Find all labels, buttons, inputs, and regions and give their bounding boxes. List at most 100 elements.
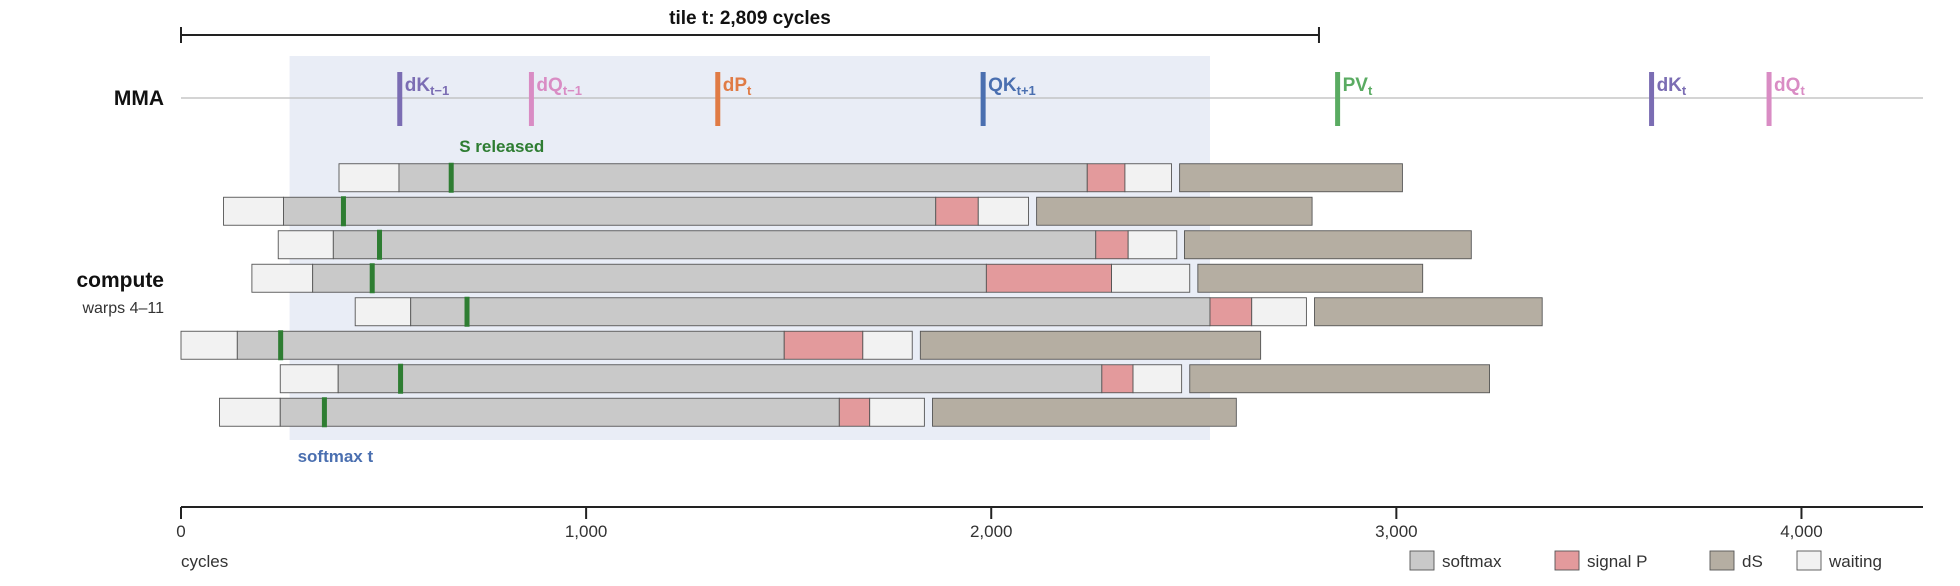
s-released-marker <box>377 229 383 260</box>
x-tick-label: 4,000 <box>1780 522 1823 541</box>
signal-p-segment <box>1086 163 1126 193</box>
softmax-segment <box>398 163 1088 193</box>
ds-segment <box>1036 196 1313 226</box>
s-released-marker <box>321 397 327 428</box>
ds-segment <box>1179 163 1403 193</box>
compute-row <box>180 330 1262 361</box>
waiting-segment <box>869 397 925 427</box>
softmax-segment <box>332 230 1097 260</box>
waiting-segment <box>279 364 339 394</box>
softmax-t-label: softmax t <box>298 447 374 466</box>
mma-event-label-sub: t <box>747 83 752 98</box>
legend-label: softmax <box>1442 552 1502 571</box>
mma-event-label-sub: t+1 <box>1017 83 1036 98</box>
x-axis-label: cycles <box>181 552 228 571</box>
waiting-segment <box>862 330 913 360</box>
x-axis: 0 1,000 2,000 3,000 4,000 <box>176 506 1923 541</box>
legend-label: signal P <box>1587 552 1647 571</box>
waiting-segment <box>223 196 284 226</box>
mma-event-label: PVt <box>1343 75 1373 98</box>
compute-row-label: compute <box>76 269 164 292</box>
legend: softmax signal P dS waiting <box>1409 550 1882 571</box>
mma-event-label: dKt <box>1657 75 1687 98</box>
signal-p-segment <box>783 330 864 360</box>
mma-event-label-sub: t <box>1368 83 1373 98</box>
mma-row: MMA dKt−1 dQt−1 dPt QKt+1 PVt dKt dQt <box>114 72 1923 126</box>
mma-event-marker <box>980 72 986 126</box>
compute-row-sublabel: warps 4–11 <box>81 300 164 317</box>
softmax-segment <box>283 196 937 226</box>
signal-p-segment <box>1101 364 1134 394</box>
waiting-segment <box>219 397 281 427</box>
legend-swatch <box>1554 550 1580 571</box>
x-tick-label: 3,000 <box>1375 522 1418 541</box>
softmax-segment <box>410 297 1211 327</box>
mma-event-marker <box>1335 72 1341 126</box>
s-released-marker <box>369 263 375 294</box>
ds-segment <box>1189 364 1490 394</box>
x-tick-label: 2,000 <box>970 522 1013 541</box>
x-tick-label: 0 <box>176 522 185 541</box>
waiting-segment <box>977 196 1029 226</box>
s-released-label: S released <box>459 137 544 156</box>
waiting-segment <box>1111 263 1191 293</box>
s-released-marker <box>340 196 346 227</box>
compute-row <box>338 162 1403 193</box>
ds-segment <box>1197 263 1424 293</box>
mma-event-marker <box>1766 72 1772 126</box>
mma-event-label-base: dP <box>723 75 748 96</box>
legend-swatch <box>1409 550 1435 571</box>
compute-row <box>354 296 1543 327</box>
mma-event-label: dKt−1 <box>405 75 449 98</box>
s-released-marker <box>398 363 404 394</box>
mma-event-label: dQt <box>1774 75 1805 98</box>
waiting-segment <box>277 230 334 260</box>
mma-event-label-base: QK <box>988 75 1017 96</box>
signal-p-segment <box>985 263 1113 293</box>
mma-event-label-sub: t−1 <box>430 83 449 98</box>
compute-row <box>251 263 1424 294</box>
mma-event-marker <box>715 72 721 126</box>
waiting-segment <box>1251 297 1307 327</box>
ds-segment <box>932 397 1237 427</box>
mma-event-label: dQt−1 <box>536 75 582 98</box>
softmax-segment <box>279 397 840 427</box>
s-released-marker <box>448 162 454 193</box>
waiting-segment <box>1132 364 1183 394</box>
legend-label: waiting <box>1828 552 1882 571</box>
tile-span-label: tile t: 2,809 cycles <box>669 8 831 29</box>
waiting-segment <box>1127 230 1178 260</box>
mma-event-marker <box>397 72 403 126</box>
s-released-marker <box>278 330 284 361</box>
mma-event-label-base: dK <box>405 75 431 96</box>
mma-event-label-base: dQ <box>536 75 562 96</box>
legend-label: dS <box>1742 552 1763 571</box>
ds-segment <box>919 330 1262 360</box>
ds-segment <box>1184 230 1472 260</box>
waiting-segment <box>180 330 238 360</box>
compute-label-group: compute warps 4–11 <box>76 269 164 317</box>
legend-swatch <box>1796 550 1822 571</box>
compute-row <box>279 363 1490 394</box>
signal-p-segment <box>935 196 979 226</box>
mma-event-label-base: dQ <box>1774 75 1800 96</box>
mma-event-label-sub: t−1 <box>563 83 582 98</box>
waiting-segment <box>251 263 314 293</box>
waiting-segment <box>338 163 400 193</box>
compute-row <box>223 196 1313 227</box>
mma-event-label-sub: t <box>1800 83 1805 98</box>
waiting-segment <box>354 297 412 327</box>
mma-event-marker <box>1649 72 1655 126</box>
compute-rows <box>180 162 1543 428</box>
signal-p-segment <box>1209 297 1253 327</box>
legend-swatch <box>1709 550 1735 571</box>
softmax-segment <box>312 263 987 293</box>
s-released-marker <box>464 296 470 327</box>
signal-p-segment <box>838 397 871 427</box>
mma-event-label-sub: t <box>1682 83 1687 98</box>
mma-row-label: MMA <box>114 87 164 110</box>
mma-event-label: dPt <box>723 75 752 98</box>
mma-event-marker <box>528 72 534 126</box>
mma-event-label-base: PV <box>1343 75 1369 96</box>
